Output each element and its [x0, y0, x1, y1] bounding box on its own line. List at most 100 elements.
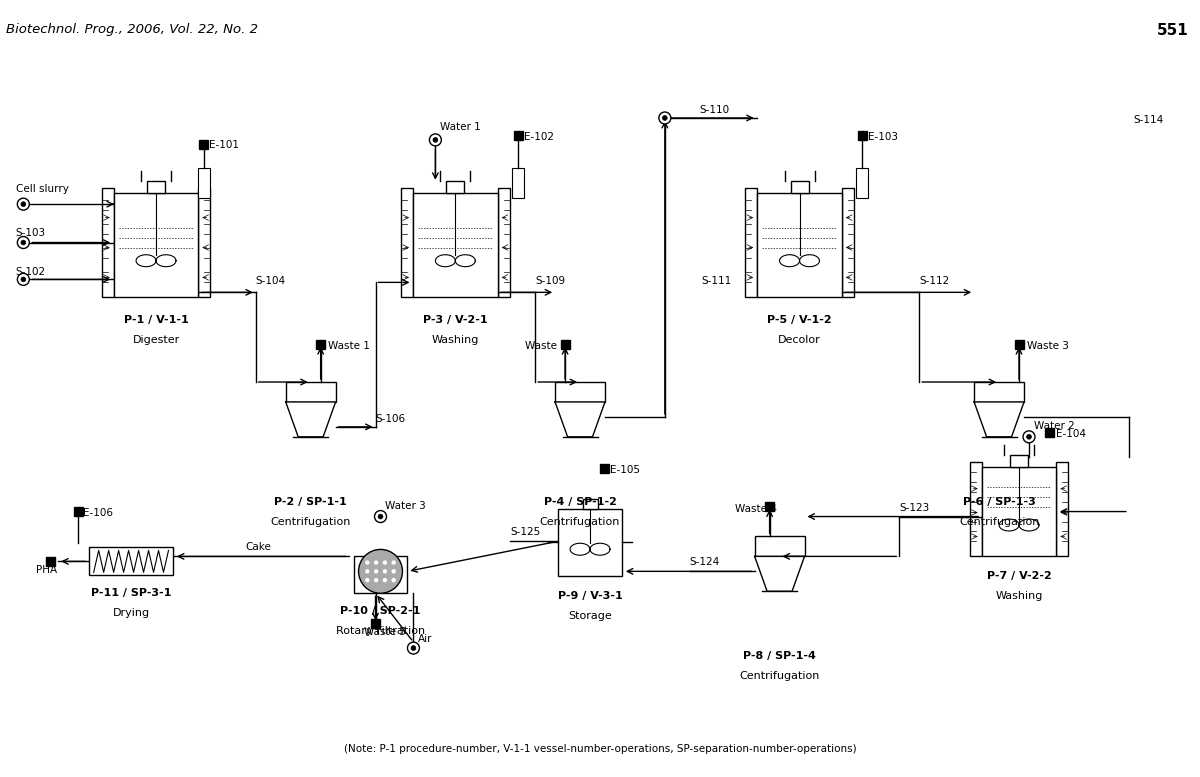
Text: S-102: S-102: [16, 267, 46, 277]
Circle shape: [1024, 431, 1034, 443]
Bar: [413, 193, 498, 298]
Bar: [514, 131, 523, 141]
Bar: [1045, 428, 1055, 437]
Text: S-104: S-104: [256, 277, 286, 287]
Bar: [148, 181, 166, 193]
Bar: [857, 168, 869, 197]
Circle shape: [1027, 434, 1031, 439]
Bar: [102, 188, 114, 298]
Circle shape: [366, 570, 368, 573]
Text: P-11 / SP-3-1: P-11 / SP-3-1: [91, 588, 172, 598]
Text: Drying: Drying: [113, 608, 150, 618]
Polygon shape: [974, 402, 1024, 437]
Text: P-7 / V-2-2: P-7 / V-2-2: [986, 571, 1051, 581]
Circle shape: [17, 274, 29, 285]
Text: P-10 / SP-2-1: P-10 / SP-2-1: [341, 606, 421, 616]
Text: Cell slurry: Cell slurry: [17, 184, 70, 194]
Text: P-8 / SP-1-4: P-8 / SP-1-4: [743, 651, 816, 661]
Circle shape: [20, 240, 25, 245]
Bar: [791, 181, 809, 193]
Text: Waste 3: Waste 3: [1027, 341, 1069, 351]
Text: S-112: S-112: [919, 277, 949, 287]
Text: 551: 551: [1157, 23, 1189, 38]
Bar: [316, 340, 325, 349]
Circle shape: [408, 642, 420, 654]
Bar: [446, 181, 464, 193]
Text: Air: Air: [418, 634, 432, 644]
Text: Water 1: Water 1: [440, 122, 481, 132]
Text: S-109: S-109: [535, 277, 565, 287]
Bar: [199, 141, 209, 149]
Text: P-5 / V-1-2: P-5 / V-1-2: [767, 315, 832, 326]
Text: E-102: E-102: [524, 132, 554, 142]
Text: Washing: Washing: [995, 591, 1043, 601]
Bar: [600, 464, 610, 473]
Circle shape: [374, 561, 378, 564]
Bar: [842, 188, 854, 298]
Text: Decolor: Decolor: [778, 335, 821, 345]
Bar: [286, 382, 336, 402]
Text: Water 2: Water 2: [1034, 421, 1075, 431]
Bar: [974, 382, 1024, 402]
Text: Washing: Washing: [432, 335, 479, 345]
Circle shape: [433, 138, 438, 142]
Text: Waste 5: Waste 5: [364, 627, 406, 637]
Circle shape: [430, 134, 442, 146]
Text: S-111: S-111: [702, 277, 732, 287]
Bar: [757, 193, 842, 298]
Text: Waste 2: Waste 2: [526, 341, 568, 351]
Bar: [371, 618, 380, 628]
Bar: [766, 502, 774, 511]
Bar: [745, 188, 757, 298]
Text: Centrifugation: Centrifugation: [270, 517, 350, 527]
Text: P-9 / V-3-1: P-9 / V-3-1: [558, 591, 623, 601]
Text: Cake: Cake: [246, 542, 271, 552]
Circle shape: [659, 112, 671, 124]
Bar: [858, 131, 866, 141]
Polygon shape: [286, 402, 336, 437]
Bar: [982, 467, 1056, 556]
Bar: [1056, 462, 1068, 556]
Text: S-103: S-103: [16, 228, 46, 238]
Text: E-103: E-103: [869, 132, 899, 142]
Bar: [970, 462, 982, 556]
Circle shape: [378, 514, 383, 519]
Circle shape: [392, 579, 395, 582]
Text: Biotechnol. Prog., 2006, Vol. 22, No. 2: Biotechnol. Prog., 2006, Vol. 22, No. 2: [6, 23, 258, 37]
Text: P-1 / V-1-1: P-1 / V-1-1: [124, 315, 188, 326]
Circle shape: [384, 570, 386, 573]
Polygon shape: [755, 556, 804, 591]
Text: Waste 4: Waste 4: [734, 503, 776, 514]
Text: S-114: S-114: [1134, 115, 1164, 125]
Text: (Note: P-1 procedure-number, V-1-1 vessel-number-operations, SP-separation-numbe: (Note: P-1 procedure-number, V-1-1 vesse…: [343, 744, 857, 754]
Text: Rotary Filtration: Rotary Filtration: [336, 626, 425, 636]
Bar: [198, 188, 210, 298]
Text: Water 3: Water 3: [385, 500, 426, 510]
Circle shape: [366, 561, 368, 564]
Circle shape: [374, 579, 378, 582]
Bar: [1014, 340, 1024, 349]
Text: Storage: Storage: [568, 611, 612, 621]
Bar: [556, 382, 605, 402]
Circle shape: [366, 579, 368, 582]
Text: Digester: Digester: [132, 335, 180, 345]
Bar: [755, 536, 804, 556]
Circle shape: [20, 202, 25, 207]
Text: Centrifugation: Centrifugation: [540, 517, 620, 527]
Circle shape: [662, 116, 667, 120]
Circle shape: [374, 510, 386, 522]
Circle shape: [384, 561, 386, 564]
Bar: [512, 168, 524, 197]
Text: E-105: E-105: [610, 465, 640, 475]
Text: Centrifugation: Centrifugation: [739, 671, 820, 681]
Text: E-106: E-106: [83, 507, 113, 517]
Polygon shape: [556, 402, 605, 437]
Bar: [114, 193, 198, 298]
Text: P-2 / SP-1-1: P-2 / SP-1-1: [275, 497, 347, 507]
Text: S-123: S-123: [899, 503, 930, 513]
Bar: [401, 188, 413, 298]
Text: P-4 / SP-1-2: P-4 / SP-1-2: [544, 497, 617, 507]
Bar: [89, 548, 174, 575]
Text: Centrifugation: Centrifugation: [959, 517, 1039, 527]
Text: S-110: S-110: [700, 105, 730, 115]
